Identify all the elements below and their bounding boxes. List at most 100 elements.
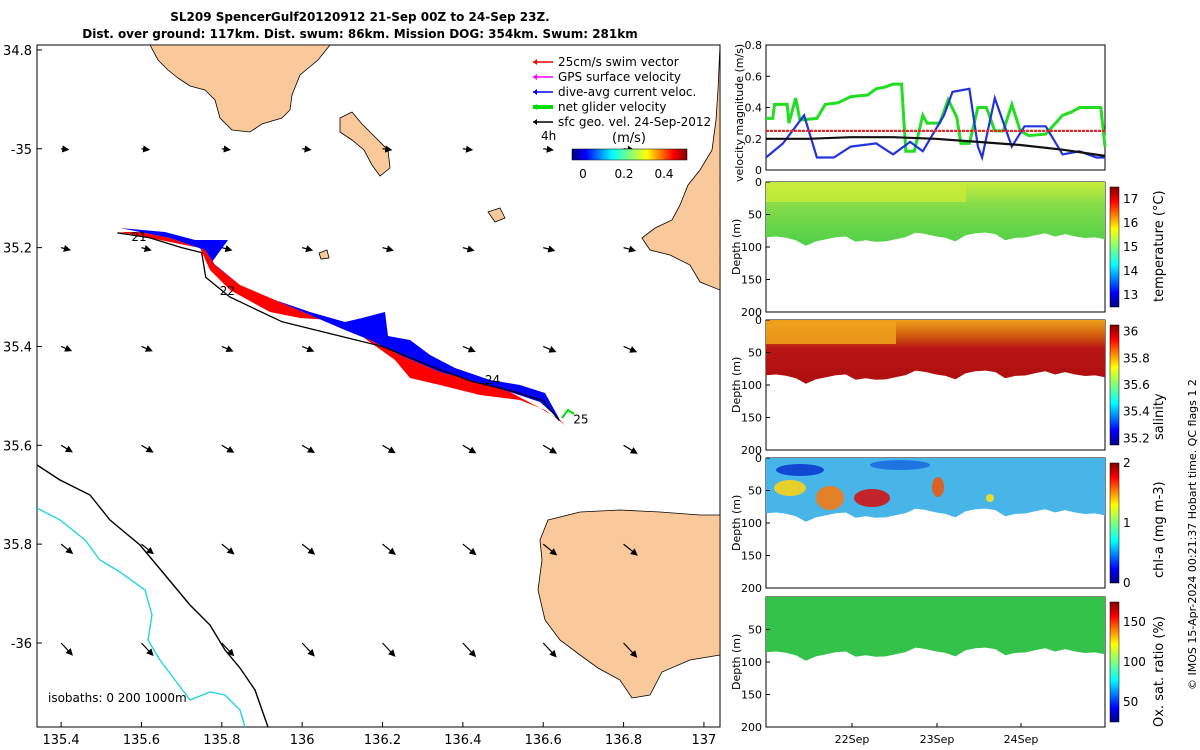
sec-temp-cbar-tick-1: 14 <box>1123 264 1138 278</box>
sec-sal-cbar-tick-1: 35.4 <box>1123 405 1150 419</box>
geo-arrow-3-1 <box>141 444 154 453</box>
geo-arrow-3-7 <box>623 444 638 454</box>
vel-y-tick-label-2: 0.4 <box>745 102 763 115</box>
geo-arrow-0-2 <box>221 145 231 153</box>
map-x-tick-label-5: 136.4 <box>444 733 481 748</box>
legend-label-2: dive-avg current veloc. <box>558 85 696 99</box>
geo-arrow-1-5 <box>462 245 475 253</box>
sec-oxy-cbar-tick-2: 150 <box>1123 615 1146 629</box>
map-panel: 21 22 24 25 135.4 135.6 135.8 136 136.2 136.4 136… <box>3 44 721 748</box>
geo-arrow-4-3 <box>301 543 316 555</box>
geo-arrow-2-3 <box>301 345 315 353</box>
track-day-labels: 21 22 24 25 <box>131 230 588 427</box>
sec-sal-y-tick-label-4: 200 <box>741 444 762 457</box>
sec-sal-y-tick-label-0: 0 <box>755 314 762 327</box>
sec-chl-y-tick-label-2: 100 <box>741 517 762 530</box>
sec-chl-cbar-tick-1: 1 <box>1123 516 1131 530</box>
geostrophic-velocity-arrows <box>60 145 638 658</box>
geo-arrow-3-3 <box>301 444 316 454</box>
isobaths-label: isobaths: 0 200 1000m <box>48 691 187 705</box>
geo-arrow-5-7 <box>623 642 638 658</box>
map-y-tick-labels: 34.8 -35 35.2 35.4 35.6 35.8 -36 <box>3 44 42 652</box>
map-x-tick-label-6: 136.6 <box>525 733 562 748</box>
map-x-tick-label-4: 136.2 <box>364 733 401 748</box>
vel-y-tick-label-3: 0.6 <box>745 70 763 83</box>
sec-oxy-clabel: Ox. sat. ratio (%) <box>1152 616 1167 727</box>
map-y-tick-label-4: 35.6 <box>3 439 32 454</box>
geo-arrow-4-6 <box>542 543 558 556</box>
geo-arrow-1-1 <box>141 245 152 252</box>
map-y-tick-label-2: 35.2 <box>3 242 32 257</box>
sec-sal-cbar-tick-4: 36 <box>1123 325 1138 339</box>
geo-arrow-3-6 <box>542 444 558 454</box>
map-x-tick-label-8: 137 <box>692 733 717 748</box>
chl-patch-3 <box>932 477 944 497</box>
legend-label-0: 25cm/s swim vector <box>558 55 679 69</box>
velocity-series-3 <box>766 136 1106 157</box>
figure-title-line1: SL209 SpencerGulf20120912 21-Sep 00Z to … <box>170 10 550 24</box>
sec-chl-clabel: chl-a (mg m-3) <box>1152 481 1167 578</box>
colorbar-label: (m/s) <box>612 131 646 146</box>
legend-arrowhead-3 <box>533 104 537 110</box>
sec-chl-y-tick-label-3: 150 <box>741 550 762 563</box>
geo-arrow-1-7 <box>623 245 637 253</box>
geo-arrow-2-6 <box>542 345 557 353</box>
section-data-oxy <box>766 597 1105 661</box>
track-end-green <box>561 408 575 419</box>
section-panel-chl: 0 50 100 150 200 Depth (m) 0 1 2 chl-a (mg m-3) <box>730 452 1167 595</box>
map-y-tick-label-6: -36 <box>11 637 32 652</box>
legend-arrowhead-4 <box>533 119 537 125</box>
day-label-25: 25 <box>573 413 588 427</box>
geo-arrow-5-4 <box>382 642 396 657</box>
geo-arrow-4-5 <box>462 543 477 556</box>
legend-label-4: sfc geo. vel. 24-Sep-2012 <box>558 115 711 129</box>
legend-arrowhead-2 <box>533 89 537 95</box>
day-label-24: 24 <box>485 373 500 387</box>
sec-temp-clabel: temperature (°C) <box>1152 190 1167 302</box>
sec-oxy-y-tick-label-3: 200 <box>741 721 762 734</box>
geo-arrow-5-5 <box>462 642 477 658</box>
land-island-3 <box>318 249 330 260</box>
geo-arrow-5-0 <box>60 642 73 656</box>
sec-chl-ylabel: Depth (m) <box>730 495 743 551</box>
sec-temp-y-tick-label-4: 200 <box>741 306 762 319</box>
geo-arrow-0-1 <box>141 145 151 153</box>
geo-arrow-1-6 <box>543 245 556 253</box>
temp-warm-layer <box>766 184 966 202</box>
sec-oxy-y-tick-label-2: 150 <box>741 689 762 702</box>
geo-arrow-0-3 <box>302 145 312 153</box>
velocity-panel: 0 0.2 0.4 0.6 0.8 velocity magnitude (m/s) <box>733 39 1107 182</box>
sec-temp-y-tick-label-0: 0 <box>755 176 762 189</box>
legend-label-1: GPS surface velocity <box>558 70 681 84</box>
geo-arrow-0-4 <box>382 145 393 153</box>
geo-arrow-4-7 <box>623 543 638 556</box>
sec-chl-cbar-tick-2: 2 <box>1123 456 1131 470</box>
sec-temp-cbar-tick-3: 16 <box>1123 216 1138 230</box>
geo-arrow-3-0 <box>60 444 73 453</box>
sec-chl-colorbar <box>1109 462 1120 584</box>
vel-y-tick-label-0: 0 <box>755 164 762 177</box>
legend-label-3: net glider velocity <box>558 100 666 114</box>
geo-arrow-3-4 <box>382 444 396 454</box>
map-x-tick-label-3: 136 <box>290 733 315 748</box>
sec-sal-y-tick-label-1: 50 <box>748 347 762 360</box>
sec-temp-y-tick-label-2: 100 <box>741 241 762 254</box>
map-x-tick-label-2: 135.8 <box>203 733 240 748</box>
legend-extra-4h: 4h <box>541 129 556 143</box>
sec-sal-cbar-tick-3: 35.8 <box>1123 351 1150 365</box>
chl-patch-0 <box>774 480 806 496</box>
chl-patch-2 <box>854 489 890 507</box>
geo-arrow-5-2 <box>221 642 235 657</box>
sec-sal-clabel: salinity <box>1152 393 1167 440</box>
sec-temp-cbar-tick-0: 13 <box>1123 288 1138 302</box>
colorbar-tick-0: 0 <box>579 167 587 181</box>
sec-sal-cbar-tick-2: 35.6 <box>1123 378 1150 392</box>
sec-oxy-colorbar <box>1109 601 1120 723</box>
land-island-1 <box>339 111 391 177</box>
track-swath-blue <box>120 228 560 420</box>
sec-temp-y-tick-label-1: 50 <box>748 209 762 222</box>
section-panel-temp: 0 50 100 150 200 Depth (m) 13 14 15 16 17 temperatu… <box>730 176 1167 319</box>
colorbar-tick-1: 0.2 <box>614 167 633 181</box>
